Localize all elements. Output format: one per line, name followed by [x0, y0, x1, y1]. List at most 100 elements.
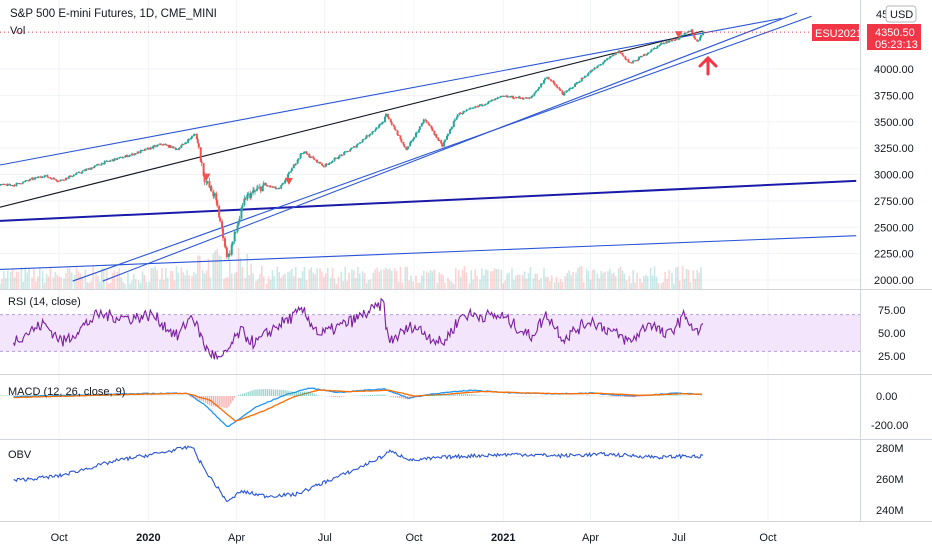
candle-body — [643, 54, 646, 56]
volume-bar — [193, 272, 195, 289]
candle-body — [100, 163, 103, 165]
candle-body — [497, 97, 500, 99]
macd-histogram-bar — [668, 395, 670, 396]
candle-body — [266, 185, 269, 187]
macd-histogram-bar — [109, 395, 112, 396]
macd-histogram-bar — [117, 395, 119, 396]
candle-body — [361, 139, 364, 143]
volume-bar — [376, 267, 378, 289]
candle-body — [455, 117, 458, 120]
volume-bar — [116, 271, 119, 289]
time-axis[interactable]: Oct 2020 Apr Jul Oct 2021 Apr Jul Oct — [51, 532, 777, 544]
candle-body — [580, 77, 583, 82]
candle-body — [443, 141, 446, 147]
volume-bar — [122, 281, 124, 289]
volume-bar — [474, 269, 476, 289]
currency-button[interactable] — [885, 5, 917, 23]
volume-bar — [506, 273, 508, 289]
candle-body — [628, 61, 631, 63]
volume-bar — [655, 276, 658, 289]
volume-bar — [678, 280, 681, 289]
volume-bar — [95, 272, 97, 289]
macd-histogram-bar — [621, 396, 624, 397]
macd-histogram-bar — [40, 395, 42, 396]
macd-histogram-bar — [111, 395, 114, 396]
volume-bar — [77, 271, 80, 289]
volume-bar — [358, 273, 361, 289]
volume-bar — [131, 280, 133, 289]
volume-bar — [257, 279, 259, 289]
volume-bar — [28, 267, 30, 289]
volume-bar — [314, 274, 316, 289]
trendline-5 — [102, 12, 798, 282]
macd-histogram-bar — [96, 395, 98, 396]
candle-body — [608, 56, 611, 59]
candle-body — [450, 126, 453, 129]
candle-body — [62, 179, 65, 181]
macd-histogram-bar — [414, 396, 416, 398]
symbol-badge — [812, 24, 859, 41]
candle-body — [537, 88, 540, 91]
candle-body — [71, 176, 74, 178]
macd-histogram-bar — [309, 391, 311, 396]
candle-body — [609, 56, 612, 58]
candle-body — [93, 166, 96, 169]
candle-body — [228, 253, 231, 255]
macd-histogram-bar — [71, 395, 73, 396]
volume-bar — [643, 276, 645, 289]
rsi-label: RSI (14, close) — [8, 296, 81, 308]
candle-body — [224, 246, 227, 249]
macd-histogram-bar — [365, 395, 368, 396]
candle-body — [640, 55, 643, 57]
candle-body — [74, 174, 77, 176]
candle-body — [347, 151, 350, 153]
macd-histogram-bar — [290, 391, 292, 396]
obv-line — [13, 445, 704, 503]
candle-body — [97, 164, 100, 166]
volume-bar — [513, 280, 515, 289]
candle-body — [574, 83, 577, 87]
macd-histogram-bar — [676, 395, 678, 396]
macd-histogram-bar — [480, 395, 482, 396]
candle-body — [412, 139, 415, 141]
candle-body — [355, 144, 358, 148]
macd-histogram-bar — [59, 395, 61, 396]
volume-bar — [570, 275, 572, 289]
candle-body — [510, 96, 513, 98]
candle-body — [178, 147, 181, 150]
candle-body — [645, 54, 648, 56]
volume-bar — [38, 267, 41, 289]
macd-histogram-bar — [199, 396, 201, 401]
volume-bar — [632, 269, 634, 289]
macd-histogram-bar — [218, 396, 220, 408]
macd-histogram-bar — [228, 396, 230, 407]
candle-body — [653, 48, 656, 50]
candle-body — [452, 121, 455, 127]
candle-body — [621, 52, 624, 56]
candle-body — [0, 184, 3, 186]
volume-bar — [687, 269, 690, 289]
volume-bar — [459, 276, 462, 289]
volume-bar — [79, 273, 82, 289]
price-axis[interactable]: 4000.00 3750.00 3500.00 3250.00 3000.00 2750.… — [871, 64, 914, 517]
volume-bar — [630, 283, 633, 289]
candle-body — [124, 156, 127, 158]
candle-body — [415, 132, 418, 134]
candle-body — [199, 147, 202, 162]
candle-body — [365, 135, 368, 139]
macd-histogram-bar — [284, 390, 286, 396]
volume-bar — [351, 269, 353, 289]
candle-body — [177, 149, 180, 151]
volume-bar — [527, 272, 530, 289]
candle-body — [533, 93, 536, 96]
volume-bar — [479, 279, 481, 289]
candle-body — [572, 86, 575, 88]
symbol-badge-text: ESU2021 — [815, 28, 862, 40]
macd-histogram-bar — [400, 396, 403, 399]
volume-bar — [107, 283, 110, 289]
volume-bar — [262, 276, 265, 289]
volume-bar — [113, 270, 116, 289]
candle-body — [297, 158, 300, 160]
volume-bar — [538, 280, 540, 289]
volume-bar — [651, 275, 654, 289]
